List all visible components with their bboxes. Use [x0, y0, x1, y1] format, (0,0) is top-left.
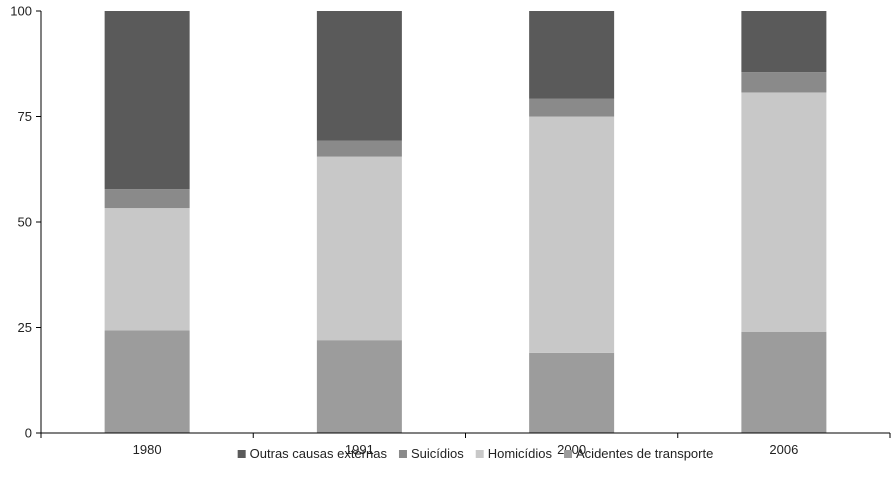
y-tick-label-25: 25 [18, 320, 32, 335]
legend-item-homic-dios: Homicídios [475, 446, 553, 461]
bar-segment-2006-outras-causas-externas [741, 11, 827, 73]
legend-swatch [398, 450, 407, 458]
bar-segment-2000-acidentes-de-transporte [529, 352, 615, 433]
legend-label: Acidentes de transporte [576, 446, 713, 461]
legend-swatch [237, 450, 246, 458]
bar-segment-1980-acidentes-de-transporte [104, 330, 190, 433]
bar-segment-1980-suic-dios [104, 189, 190, 209]
y-tick-label-50: 50 [18, 215, 32, 230]
legend-swatch [475, 450, 484, 458]
bar-segment-2000-outras-causas-externas [529, 11, 615, 99]
legend-item-outras-causas-externas: Outras causas externas [237, 446, 388, 461]
bar-segment-1980-homic-dios [104, 208, 190, 331]
x-tick-label-2006: 2006 [769, 442, 798, 457]
legend-label: Outras causas externas [250, 446, 388, 461]
bar-segment-2006-acidentes-de-transporte [741, 331, 827, 433]
y-tick-label-75: 75 [18, 109, 32, 124]
bar-segment-1980-outras-causas-externas [104, 11, 190, 190]
legend-label: Suicídios [411, 446, 464, 461]
bar-segment-1991-outras-causas-externas [316, 11, 402, 141]
x-tick-label-1980: 1980 [133, 442, 162, 457]
y-tick-label-100: 100 [10, 4, 32, 19]
legend-item-suic-dios: Suicídios [398, 446, 464, 461]
legend-item-acidentes-de-transporte: Acidentes de transporte [564, 446, 713, 461]
x-tick-label-1991: 1991 [345, 442, 374, 457]
bar-segment-2006-suic-dios [741, 72, 827, 93]
legend: Outras causas externas Suicídios Homicídio… [237, 446, 713, 461]
bar-segment-2000-suic-dios [529, 98, 615, 117]
legend-label: Homicídios [488, 446, 553, 461]
bar-segment-2006-homic-dios [741, 92, 827, 332]
bars-layer [104, 11, 827, 433]
y-tick-label-0: 0 [25, 426, 32, 441]
bar-segment-2000-homic-dios [529, 116, 615, 353]
bar-segment-1991-homic-dios [316, 156, 402, 341]
legend-swatch [564, 450, 573, 458]
bar-segment-1991-acidentes-de-transporte [316, 340, 402, 433]
bar-segment-1991-suic-dios [316, 140, 402, 157]
